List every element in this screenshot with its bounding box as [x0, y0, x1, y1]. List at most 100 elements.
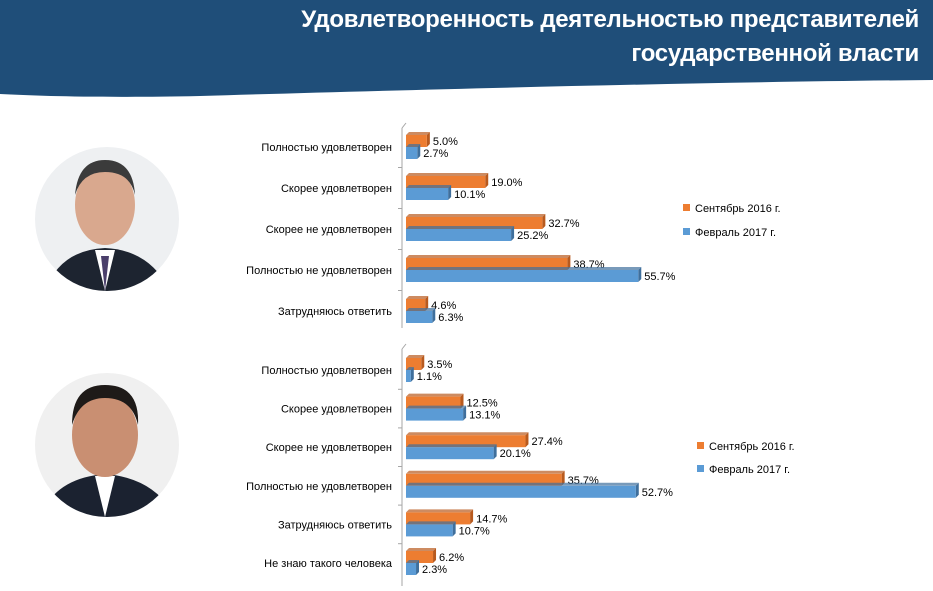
data-label: 5.0%: [433, 136, 458, 148]
data-label: 2.7%: [423, 148, 448, 160]
bar-top: [406, 173, 489, 176]
bar-top: [406, 308, 436, 311]
bar-top: [406, 267, 642, 270]
bar: [406, 188, 449, 200]
data-label: 52.7%: [642, 487, 673, 499]
bar-top: [406, 470, 565, 474]
bar-top: [406, 296, 429, 299]
category-label: Полностью не удовлетворен: [246, 265, 392, 277]
bar-top: [406, 367, 414, 370]
legend-swatch: [683, 228, 690, 235]
data-label: 2.3%: [422, 564, 447, 576]
bar-top: [406, 548, 437, 551]
bar-side: [421, 355, 425, 370]
data-label: 6.3%: [438, 312, 463, 324]
legend-swatch: [697, 465, 704, 472]
bar-top: [406, 482, 639, 486]
category-label: Затрудняюсь ответить: [278, 519, 392, 531]
category-label: Полностью удовлетворен: [261, 365, 392, 377]
bar-top: [406, 132, 430, 135]
bar: [406, 147, 418, 159]
bar-side: [567, 255, 571, 270]
bar-top: [406, 444, 497, 448]
bar-side: [433, 548, 437, 563]
axis-line: [401, 343, 407, 586]
bar: [406, 563, 417, 575]
category-label: Скорее не удовлетворен: [266, 224, 392, 236]
data-label: 3.5%: [427, 359, 452, 371]
legend-label: Сентябрь 2016 г.: [709, 441, 795, 453]
bar-side: [511, 226, 515, 241]
bar: [406, 447, 494, 460]
data-label: 10.1%: [454, 189, 485, 201]
data-label: 4.6%: [431, 300, 456, 312]
header-banner: [0, 0, 933, 97]
bar-top: [406, 405, 467, 409]
legend-swatch: [697, 442, 704, 449]
bar: [406, 524, 453, 537]
page-title-line1: Удовлетворенность деятельностью представ…: [301, 6, 919, 33]
bar-side: [417, 144, 421, 159]
legend-label: Сентябрь 2016 г.: [695, 203, 781, 215]
bar-side: [493, 444, 497, 460]
bar-top: [406, 393, 464, 397]
bar-side: [638, 267, 642, 282]
bar: [406, 270, 639, 282]
legend-swatch: [683, 204, 690, 211]
bar-side: [485, 173, 489, 188]
data-label: 27.4%: [531, 436, 562, 448]
legend-label: Февраль 2017 г.: [709, 464, 790, 476]
data-label: 55.7%: [644, 271, 675, 283]
category-label: Скорее удовлетворен: [281, 404, 392, 416]
category-label: Скорее не удовлетворен: [266, 442, 392, 454]
bar: [406, 408, 464, 421]
bar-top: [406, 226, 515, 229]
data-label: 14.7%: [476, 513, 507, 525]
bar-side: [452, 521, 456, 537]
bar-side: [426, 132, 430, 147]
bar-top: [406, 214, 546, 217]
data-label: 13.1%: [469, 410, 500, 422]
bar-side: [542, 214, 546, 229]
data-label: 32.7%: [548, 218, 579, 230]
bar-top: [406, 255, 571, 258]
category-label: Затрудняюсь ответить: [278, 306, 392, 318]
bar-top: [406, 355, 425, 358]
legend-label: Февраль 2017 г.: [695, 227, 776, 239]
category-label: Не знаю такого человека: [264, 558, 393, 570]
data-label: 1.1%: [417, 371, 442, 383]
bar-side: [525, 432, 529, 448]
axis-line: [401, 122, 407, 328]
bar-side: [463, 405, 467, 421]
portrait-photo-2: [35, 373, 179, 517]
data-label: 6.2%: [439, 552, 464, 564]
data-label: 10.7%: [459, 525, 490, 537]
bar-top: [406, 509, 474, 513]
category-label: Полностью не удовлетворен: [246, 481, 392, 493]
bar-side: [460, 393, 464, 409]
category-label: Скорее удовлетворен: [281, 183, 392, 195]
data-label: 12.5%: [467, 398, 498, 410]
bar-top: [406, 432, 529, 436]
bar-side: [561, 470, 565, 486]
data-label: 19.0%: [491, 177, 522, 189]
bar-side: [470, 509, 474, 525]
bar: [406, 370, 411, 382]
category-label: Полностью удовлетворен: [261, 142, 392, 154]
bar-top: [406, 185, 452, 188]
bar: [406, 229, 512, 241]
data-label: 20.1%: [500, 448, 531, 460]
bar-side: [425, 296, 429, 311]
bar-side: [410, 367, 414, 382]
bar-side: [448, 185, 452, 200]
bar-top: [406, 521, 456, 525]
bar-side: [416, 560, 420, 575]
bar: [406, 485, 636, 498]
bar-side: [635, 482, 639, 498]
portrait-photo-1: [35, 147, 179, 291]
bar-side: [432, 308, 436, 323]
bar-top: [406, 144, 421, 147]
bar: [406, 311, 433, 323]
bar-top: [406, 560, 420, 563]
